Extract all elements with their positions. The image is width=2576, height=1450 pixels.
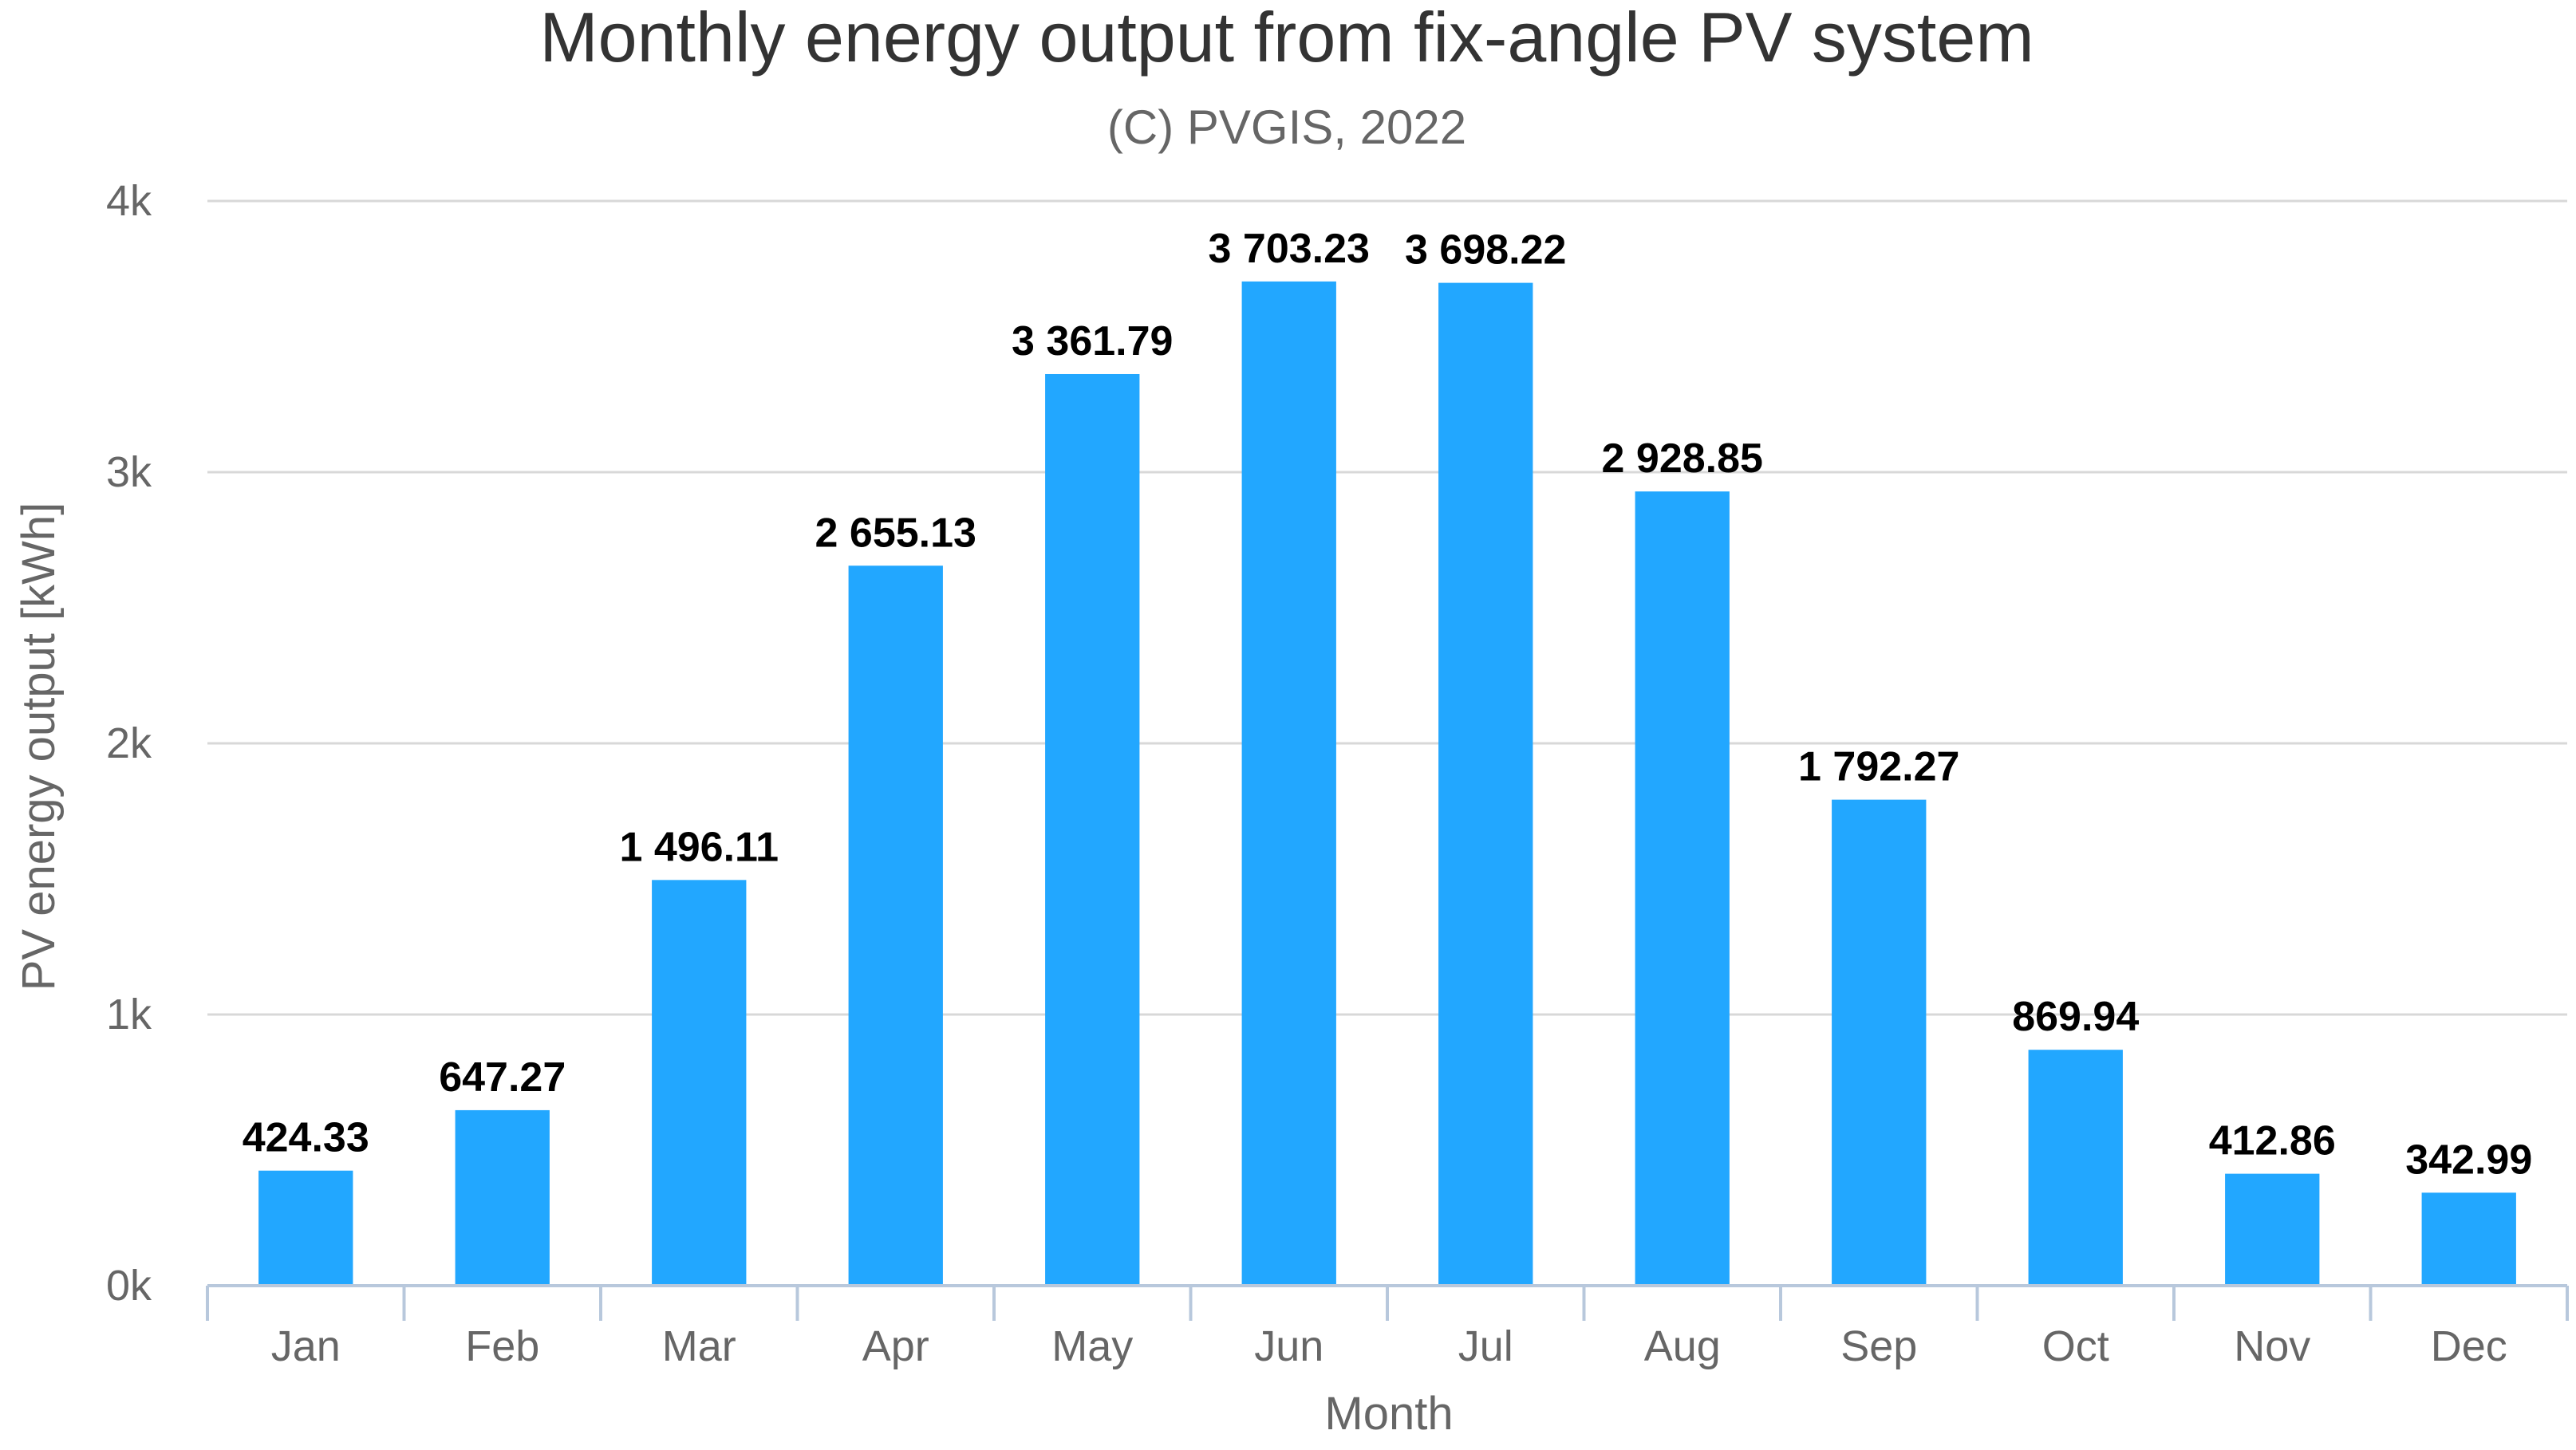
data-label: 2 655.13 [815, 510, 976, 556]
x-tick-label: Jul [1458, 1322, 1513, 1370]
bar [1045, 373, 1140, 1286]
x-tick-label: Jun [1254, 1322, 1324, 1370]
y-tick-label: 0k [106, 1262, 152, 1310]
bar [2225, 1173, 2320, 1286]
data-label: 869.94 [2012, 994, 2139, 1040]
data-label: 1 496.11 [619, 824, 779, 870]
x-tick-label: Feb [465, 1322, 539, 1370]
x-axis [206, 1284, 2569, 1321]
bars [258, 281, 2516, 1286]
bar [652, 880, 747, 1286]
gridlines [207, 199, 2567, 1016]
y-tick-label: 3k [106, 448, 152, 496]
x-tick-label: Nov [2234, 1322, 2310, 1370]
x-tick-label: Dec [2431, 1322, 2507, 1370]
bar [1635, 491, 1730, 1286]
data-label: 647.27 [439, 1054, 566, 1101]
bar [2028, 1050, 2123, 1286]
y-axis-tick-labels: 0k 1k 2k 3k 4k [106, 177, 152, 1310]
x-axis-tick-labels: Jan Feb Mar Apr May Jun Jul Aug Sep Oct Nov Dec [271, 1322, 2507, 1370]
bar [848, 565, 943, 1286]
x-tick-label: Oct [2042, 1322, 2109, 1370]
x-tick-label: May [1051, 1322, 1133, 1370]
x-axis-title: Month [1324, 1388, 1453, 1440]
data-label: 1 792.27 [1798, 744, 1959, 790]
bar [1241, 281, 1336, 1286]
data-label: 342.99 [2405, 1137, 2532, 1183]
bar [1832, 799, 1927, 1286]
data-label: 3 361.79 [1012, 318, 1173, 364]
y-tick-label: 2k [106, 719, 152, 767]
data-label: 424.33 [243, 1115, 369, 1161]
bar [2421, 1192, 2516, 1286]
y-axis-title: PV energy output [kWh] [13, 502, 65, 991]
data-labels: 424.33 647.27 1 496.11 2 655.13 3 361.79 3 70… [243, 226, 2533, 1183]
x-tick-label: Jan [271, 1322, 341, 1370]
chart-title: Monthly energy output from fix-angle PV … [539, 0, 2034, 77]
y-tick-label: 1k [106, 991, 152, 1038]
chart-subtitle: (C) PVGIS, 2022 [1107, 100, 1466, 154]
data-label: 412.86 [2209, 1118, 2336, 1164]
x-tick-label: Apr [862, 1322, 929, 1370]
x-tick-label: Mar [662, 1322, 736, 1370]
x-tick-label: Aug [1644, 1322, 1721, 1370]
bar [455, 1109, 550, 1286]
data-label: 3 698.22 [1405, 227, 1566, 274]
x-tick-label: Sep [1840, 1322, 1917, 1370]
bar [1438, 282, 1533, 1286]
bar [258, 1170, 353, 1286]
data-label: 3 703.23 [1209, 226, 1370, 272]
data-label: 2 928.85 [1602, 435, 1763, 482]
y-tick-label: 4k [106, 177, 152, 225]
